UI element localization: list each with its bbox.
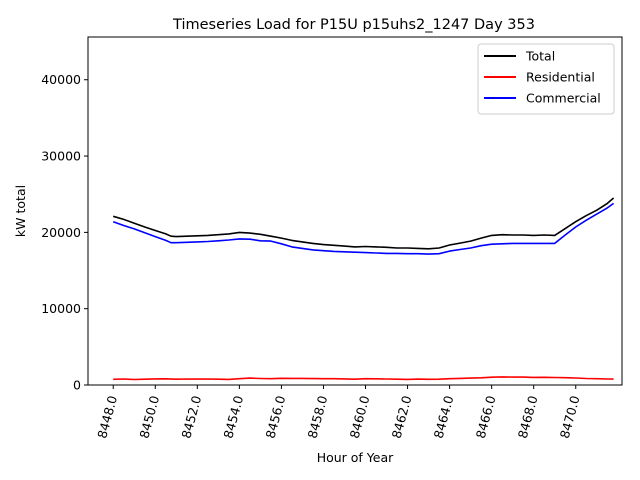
y-tick-label: 0 (73, 378, 81, 393)
y-tick-label: 20000 (41, 225, 81, 240)
y-axis: 0 10000 20000 30000 40000 (41, 72, 88, 393)
legend: Total Residential Commercial (477, 43, 615, 115)
series-line-commercial (112, 202, 615, 255)
plot-frame (87, 36, 623, 386)
series-layer (112, 197, 615, 381)
legend-label-commercial: Commercial (526, 91, 601, 106)
series-line-residential (113, 376, 614, 381)
x-axis-label: Hour of Year (317, 450, 394, 465)
y-axis-label: kW total (13, 185, 28, 237)
chart-title: Timeseries Load for P15U p15uhs2_1247 Da… (172, 17, 535, 33)
legend-box (477, 43, 615, 115)
y-tick-label: 40000 (41, 72, 81, 87)
legend-label-total: Total (525, 49, 555, 64)
series-line-total (112, 197, 615, 250)
y-tick-label: 30000 (41, 149, 81, 164)
y-tick-label: 10000 (41, 301, 81, 316)
legend-label-residential: Residential (526, 70, 595, 85)
